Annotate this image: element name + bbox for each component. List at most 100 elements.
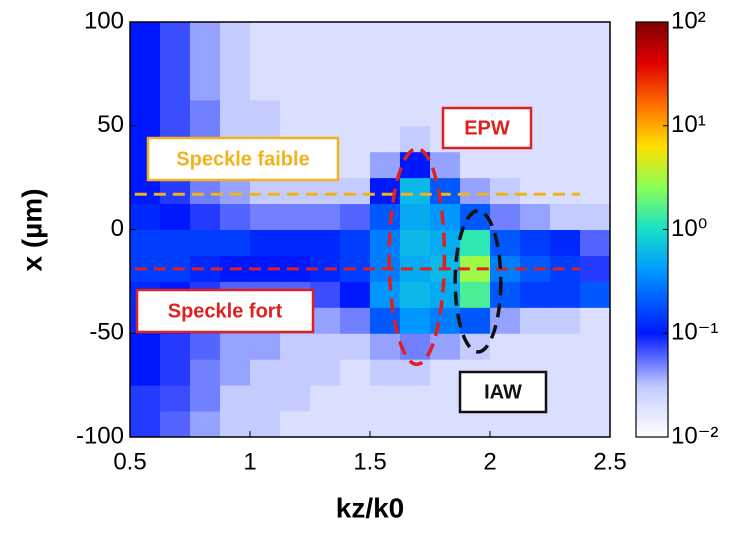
x-tick-label: 0.5 bbox=[113, 448, 146, 475]
colorbar bbox=[635, 21, 669, 438]
heat-cell bbox=[310, 307, 341, 334]
x-tick-label: 2 bbox=[483, 448, 496, 475]
heat-cell bbox=[490, 151, 521, 179]
heat-cell bbox=[370, 73, 401, 101]
heat-cell bbox=[220, 99, 251, 127]
heat-cell bbox=[250, 359, 281, 386]
heat-cell bbox=[550, 22, 581, 49]
heat-cell bbox=[280, 22, 311, 49]
heat-cell bbox=[130, 333, 161, 360]
annotation: Speckle fort bbox=[168, 300, 283, 322]
heat-cell bbox=[310, 411, 341, 438]
heat-cell bbox=[370, 411, 401, 438]
heat-cell bbox=[340, 203, 371, 230]
heat-cell bbox=[250, 73, 281, 101]
heat-cell bbox=[400, 411, 431, 438]
heat-cell bbox=[520, 307, 551, 334]
dashed-ellipse bbox=[453, 209, 503, 354]
heat-cell bbox=[400, 99, 431, 127]
heat-cell bbox=[430, 359, 461, 386]
heat-cell bbox=[400, 73, 431, 101]
heat-cell bbox=[340, 177, 371, 205]
heat-cell bbox=[490, 177, 521, 205]
heat-cell bbox=[340, 99, 371, 127]
heat-cell bbox=[460, 22, 491, 49]
heat-cell bbox=[130, 177, 161, 205]
heat-cell bbox=[370, 151, 401, 179]
heat-cell bbox=[550, 203, 581, 230]
heat-cell bbox=[430, 22, 461, 49]
heat-cell bbox=[160, 333, 191, 360]
heat-cell bbox=[340, 281, 371, 308]
heat-cell bbox=[460, 177, 491, 205]
heat-cell bbox=[460, 47, 491, 75]
heat-cell bbox=[280, 333, 311, 360]
heat-cell bbox=[340, 47, 371, 75]
heat-cell bbox=[550, 177, 581, 205]
heat-cell bbox=[520, 73, 551, 101]
heat-cell bbox=[160, 177, 191, 205]
heat-cell bbox=[220, 47, 251, 75]
heat-cell bbox=[400, 47, 431, 75]
heat-cell bbox=[160, 385, 191, 412]
heat-cell bbox=[130, 73, 161, 101]
heat-cell bbox=[370, 22, 401, 49]
heat-cell bbox=[460, 307, 491, 334]
heat-cell bbox=[580, 151, 611, 179]
heat-cell bbox=[340, 229, 371, 256]
heat-cell bbox=[130, 22, 161, 49]
x-tick-label: 2.5 bbox=[593, 448, 626, 475]
heat-cell bbox=[520, 22, 551, 49]
heat-cell bbox=[550, 307, 581, 334]
heat-cell bbox=[490, 22, 521, 49]
heat-cell bbox=[580, 359, 611, 386]
y-tick-label: 100 bbox=[84, 7, 124, 34]
heat-cell bbox=[400, 22, 431, 49]
heat-cell bbox=[550, 47, 581, 75]
heat-cell bbox=[580, 281, 611, 308]
heat-cell bbox=[400, 203, 431, 230]
heat-cell bbox=[340, 333, 371, 360]
annotation: IAW bbox=[484, 381, 522, 403]
heat-cell bbox=[580, 125, 611, 153]
heat-cell bbox=[430, 411, 461, 438]
heat-cell bbox=[490, 203, 521, 230]
heat-cell bbox=[520, 203, 551, 230]
annotation-box bbox=[458, 370, 548, 414]
heat-cell bbox=[370, 359, 401, 386]
heat-cell bbox=[250, 229, 281, 256]
heat-cell bbox=[370, 99, 401, 127]
heat-cell bbox=[220, 73, 251, 101]
heat-cell bbox=[370, 333, 401, 360]
heat-cell bbox=[250, 22, 281, 49]
heat-cell bbox=[580, 385, 611, 412]
heat-cell bbox=[310, 385, 341, 412]
heat-cell bbox=[280, 99, 311, 127]
heat-cell bbox=[490, 411, 521, 438]
heat-cell bbox=[550, 229, 581, 256]
heat-cell bbox=[550, 385, 581, 412]
heat-cell bbox=[550, 73, 581, 101]
heat-cell bbox=[580, 99, 611, 127]
heat-cell bbox=[430, 47, 461, 75]
heat-cell bbox=[130, 203, 161, 230]
heat-cell bbox=[580, 333, 611, 360]
heat-cell bbox=[280, 73, 311, 101]
heat-cell bbox=[580, 307, 611, 334]
heat-cell bbox=[400, 307, 431, 334]
heat-cell bbox=[520, 333, 551, 360]
heat-cell bbox=[490, 73, 521, 101]
annotation: Speckle faible bbox=[176, 148, 309, 170]
colorbar-tick-label: 10¹ bbox=[671, 111, 706, 138]
heat-cell bbox=[310, 99, 341, 127]
heat-cell bbox=[190, 73, 221, 101]
heat-cell bbox=[490, 333, 521, 360]
heat-cell bbox=[280, 411, 311, 438]
heat-cell bbox=[340, 125, 371, 153]
heat-cell bbox=[580, 411, 611, 438]
heat-cell bbox=[430, 177, 461, 205]
heat-cell bbox=[190, 359, 221, 386]
heat-cell bbox=[280, 385, 311, 412]
heat-cell bbox=[190, 22, 221, 49]
heat-cell bbox=[220, 22, 251, 49]
